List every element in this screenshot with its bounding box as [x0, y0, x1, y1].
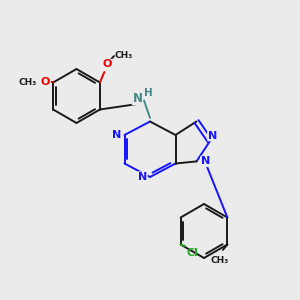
- Text: N: N: [208, 130, 217, 141]
- Text: N: N: [138, 172, 147, 182]
- Text: N: N: [112, 130, 122, 140]
- Text: CH₃: CH₃: [18, 78, 37, 87]
- Text: Cl: Cl: [187, 248, 199, 257]
- Text: H: H: [144, 88, 153, 98]
- Text: CH₃: CH₃: [115, 51, 133, 60]
- Text: CH₃: CH₃: [211, 256, 229, 265]
- Text: O: O: [103, 59, 112, 70]
- Text: N: N: [132, 92, 142, 105]
- Text: O: O: [41, 77, 50, 88]
- Text: N: N: [201, 156, 210, 167]
